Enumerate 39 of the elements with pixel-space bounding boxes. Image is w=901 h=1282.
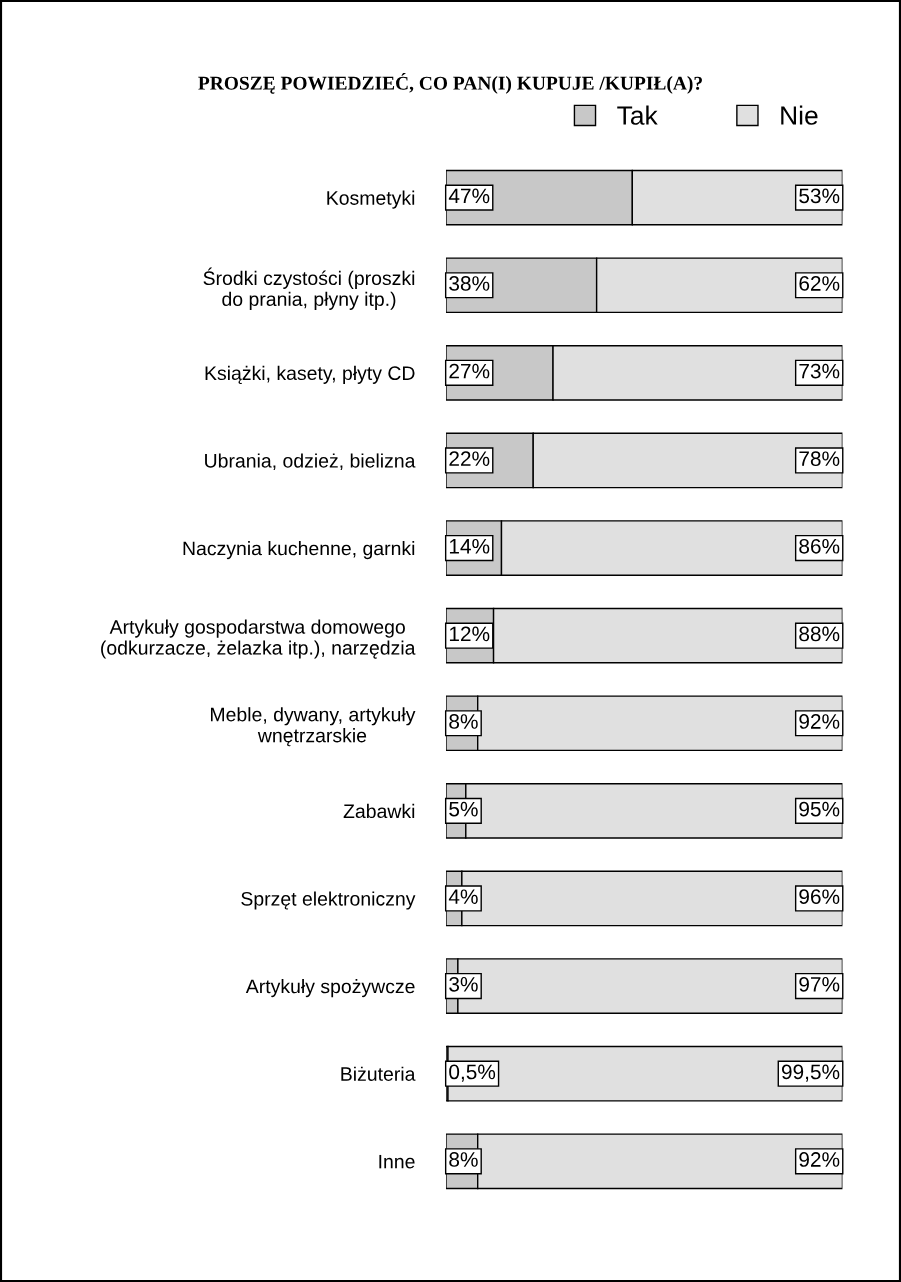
data-label: 92% <box>799 714 840 729</box>
data-label: 62% <box>799 276 840 291</box>
y-tick-label: Biżuteria <box>341 1066 416 1081</box>
y-tick-label: Sprzęt elektroniczny <box>241 891 416 910</box>
y-tick-label: Meble, dywany, artykuły wnętrzarskie <box>210 707 416 747</box>
y-tick-label: Zabawki <box>343 803 415 819</box>
data-label: 38% <box>449 276 490 291</box>
y-tick-label: Inne <box>379 1154 415 1169</box>
data-label: 3% <box>449 976 478 992</box>
data-label: 47% <box>448 188 490 204</box>
data-label: 27% <box>449 363 490 379</box>
data-label: 97% <box>799 976 840 992</box>
y-tick-label: Naczynia kuchenne, garnki <box>183 541 415 560</box>
data-label: 78% <box>799 451 840 467</box>
data-label: 5% <box>449 801 478 817</box>
legend-label: Tak <box>617 105 658 125</box>
y-tick-label: Artykuły gospodarstwa domowego (odkurzacze, żelazka itp.), narzędzia <box>101 619 416 659</box>
data-label: 8% <box>449 714 478 729</box>
data-label: 92% <box>799 1152 840 1167</box>
data-label: 14% <box>449 538 490 554</box>
data-label: 86% <box>799 538 840 554</box>
y-tick-label: Artykuły spożywcze <box>245 979 415 998</box>
data-label: 12% <box>449 626 490 642</box>
y-tick-label: Ubrania, odzież, bielizna <box>205 453 416 470</box>
y-tick-label: Kosmetyki <box>327 190 415 209</box>
data-label: 88% <box>799 626 840 642</box>
data-label: 95% <box>799 801 840 817</box>
data-label: 96% <box>799 889 840 905</box>
chart-title: PROSZĘ POWIEDZIEĆ, CO PAN(I) KUPUJE /KUPIŁ(A)? <box>198 72 702 94</box>
data-label: 99,5% <box>781 1064 840 1082</box>
data-label: 4% <box>448 889 478 904</box>
data-label: 8% <box>449 1152 478 1167</box>
y-tick-label: Środki czystości (proszki do prania, płyny itp.) <box>203 267 415 310</box>
y-tick-label: Książki, kasety, płyty CD <box>205 365 415 384</box>
data-label: 73% <box>799 363 840 379</box>
legend-label: Nie <box>781 105 818 125</box>
data-label: 22% <box>449 451 490 466</box>
data-label: 0,5% <box>449 1064 496 1082</box>
data-label: 53% <box>799 188 840 204</box>
